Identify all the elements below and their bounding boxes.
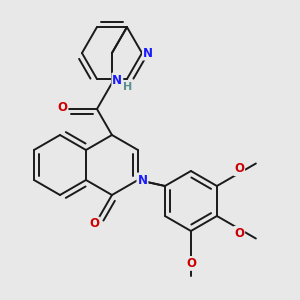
Text: N: N	[112, 74, 122, 86]
Text: O: O	[234, 227, 244, 240]
Text: O: O	[186, 257, 196, 270]
Text: N: N	[143, 46, 153, 59]
Text: N: N	[137, 173, 147, 187]
Text: H: H	[123, 82, 132, 92]
Text: O: O	[89, 218, 99, 230]
Text: O: O	[58, 101, 68, 114]
Text: O: O	[234, 162, 244, 175]
